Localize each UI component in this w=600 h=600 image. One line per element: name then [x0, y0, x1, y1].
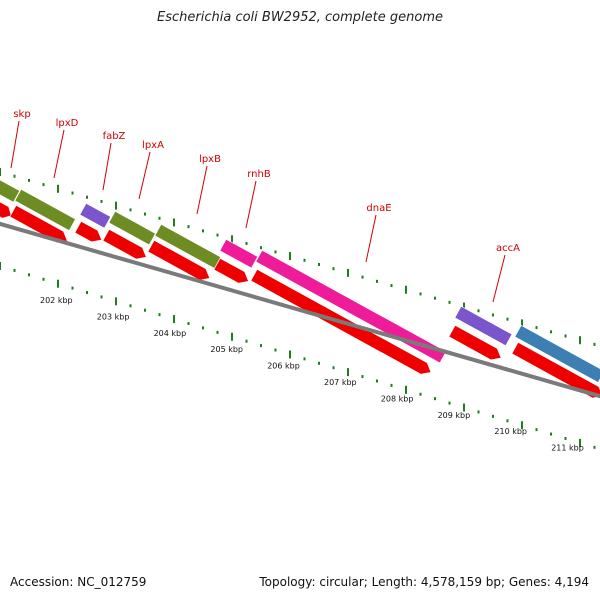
feature-block — [14, 188, 76, 231]
feature-block — [0, 176, 21, 203]
genome-stats-text: Topology: circular; Length: 4,578,159 bp… — [259, 575, 589, 589]
gene-leader-line — [10, 120, 20, 169]
cds-arrow — [74, 220, 103, 243]
gene-leader-line — [196, 165, 208, 215]
cds-arrow — [147, 239, 211, 281]
cds-arrow — [102, 228, 147, 260]
feature-block — [108, 210, 156, 246]
gene-leader-line — [365, 214, 377, 263]
gene-label: fabZ — [103, 131, 126, 142]
gene-label: lpxB — [199, 154, 221, 165]
outer-tick-row — [0, 168, 596, 346]
kbp-label: 210 kbp — [494, 427, 527, 436]
cds-arrow — [213, 257, 249, 284]
kbp-label: 202 kbp — [40, 296, 73, 305]
kbp-label: 205 kbp — [210, 345, 243, 354]
kbp-label: 208 kbp — [381, 394, 414, 403]
accession-text: Accession: NC_012759 — [10, 575, 147, 589]
backbone-ring — [0, 221, 600, 399]
kbp-label: 206 kbp — [267, 362, 300, 371]
feature-block — [454, 305, 513, 347]
gene-label-leaders — [10, 120, 506, 303]
kbp-labels: 202 kbp 203 kbp 204 kbp 205 kbp 206 kbp 207 k… — [40, 296, 584, 453]
gene-label: dnaE — [366, 203, 391, 214]
cds-arrow — [0, 198, 12, 219]
kbp-label: 203 kbp — [97, 312, 130, 321]
gene-leader-line — [138, 151, 151, 200]
feature-track — [0, 176, 600, 383]
gene-label: accA — [496, 243, 520, 254]
cds-arrow — [448, 324, 502, 361]
backbone-line — [0, 221, 600, 399]
kbp-label: 209 kbp — [438, 411, 471, 420]
kbp-label: 207 kbp — [324, 378, 357, 387]
gene-label: skp — [13, 109, 30, 120]
gene-label: rnhB — [247, 169, 271, 180]
gene-label: lpxA — [142, 140, 164, 151]
gene-leader-line — [102, 142, 112, 191]
inner-tick-row — [0, 262, 596, 449]
gene-leader-line — [53, 129, 65, 179]
map-title: Escherichia coli BW2952, complete genome — [157, 10, 443, 25]
feature-block — [255, 249, 447, 364]
feature-block — [219, 238, 259, 269]
gene-leader-line — [245, 180, 257, 229]
gene-label: lpxD — [56, 118, 79, 129]
feature-block — [514, 324, 600, 383]
gene-labels: skp lpxD fabZ lpxA lpxB rnhB dnaE accA — [13, 109, 520, 254]
kbp-label: 211 kbp — [551, 444, 584, 453]
feature-block — [79, 202, 112, 229]
kbp-label: 204 kbp — [154, 329, 187, 338]
gene-leader-line — [492, 254, 506, 303]
